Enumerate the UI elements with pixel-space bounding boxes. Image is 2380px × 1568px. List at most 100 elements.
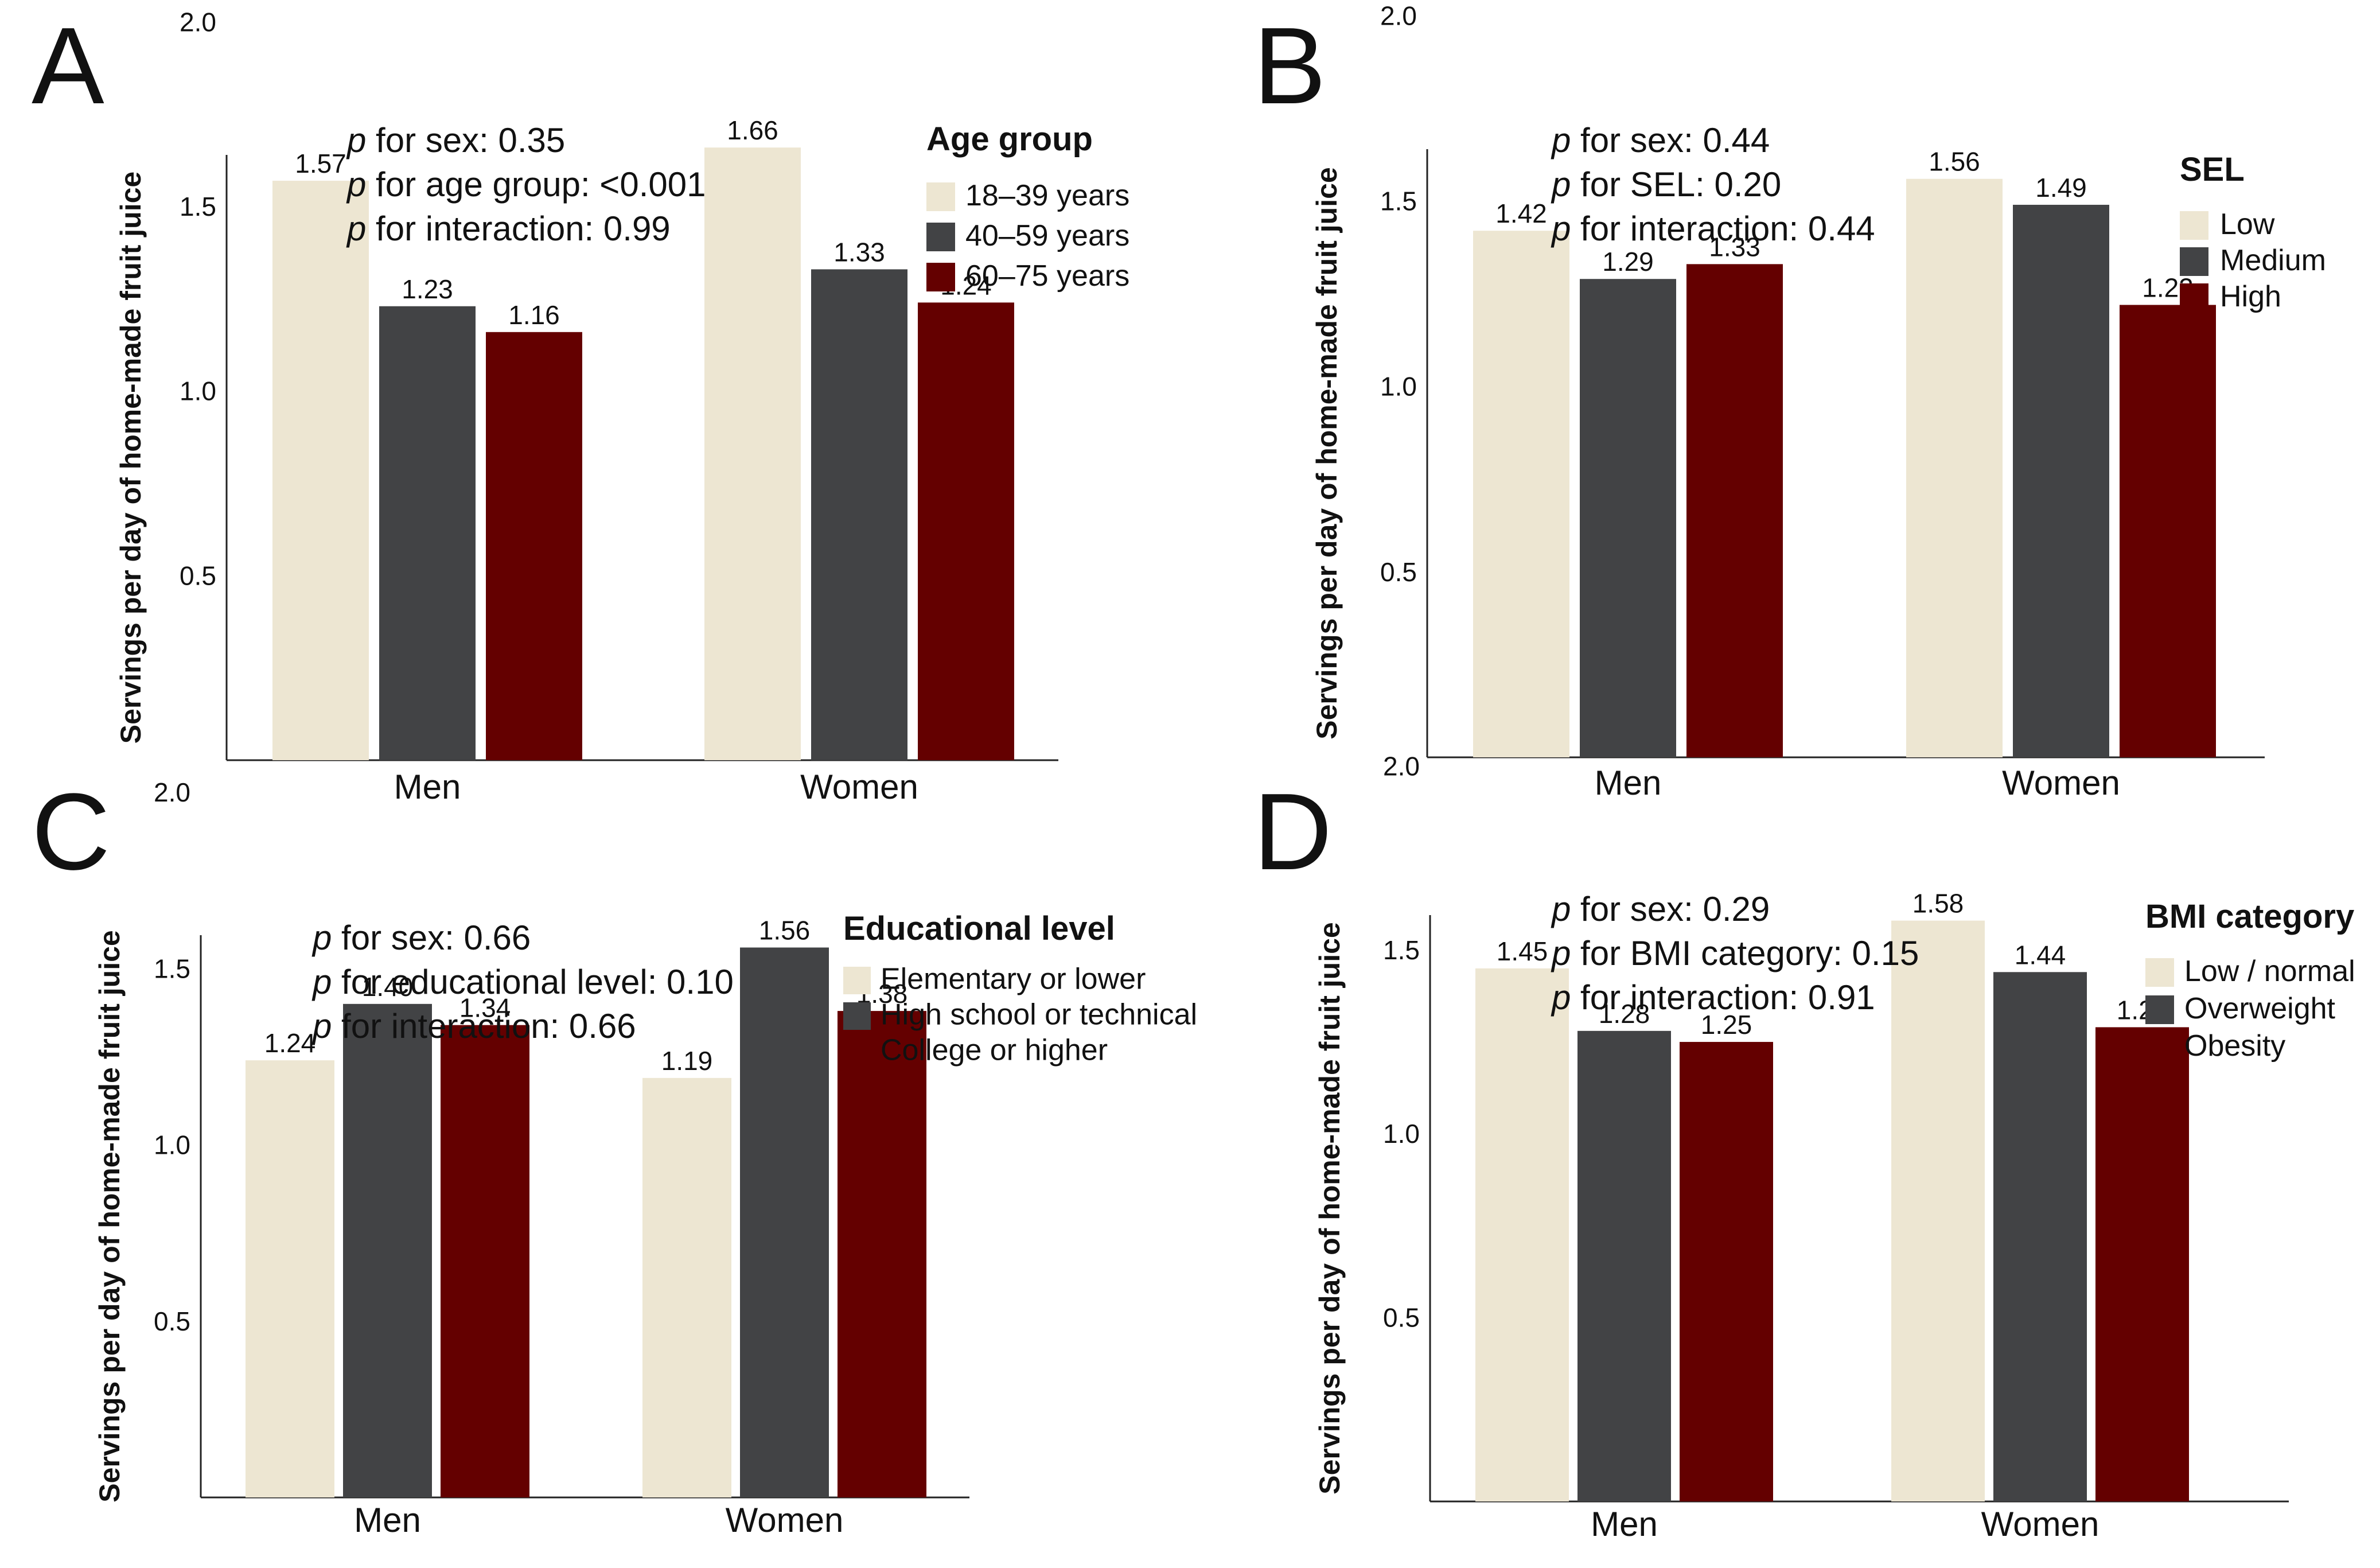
panel-letter: A — [32, 5, 104, 127]
bar-women-1 — [1891, 920, 1985, 1501]
y-tick-label: 0.5 — [154, 1306, 190, 1336]
data-label: 1.56 — [1929, 147, 1980, 177]
y-tick-label: 1.5 — [1380, 186, 1417, 216]
y-tick-label: 1.0 — [1380, 372, 1417, 402]
legend-swatch — [843, 1002, 871, 1030]
legend-swatch — [843, 967, 871, 994]
x-category-label: Women — [2002, 764, 2120, 802]
y-tick-label: 0.5 — [1380, 557, 1417, 587]
legend-swatch — [843, 1038, 871, 1065]
bar-men-2 — [343, 1003, 432, 1497]
data-label: 1.33 — [833, 237, 885, 267]
p-value-annotation: p for interaction: 0.44 — [1551, 209, 1875, 248]
data-label: 1.40 — [362, 972, 414, 1002]
bar-women-2 — [740, 947, 829, 1497]
bar-women-1 — [1906, 178, 2003, 758]
panel-c: C 0.5 1.0 1.5 2.0 Servings per day of home-ma… — [32, 771, 1197, 1539]
bar-women-3 — [838, 1011, 926, 1497]
panel-letter: B — [1253, 5, 1326, 127]
data-label: 1.34 — [459, 993, 511, 1023]
data-label: 1.57 — [295, 149, 346, 178]
panel-a: A 0.5 1.0 1.5 2.0 Servings per day of home-ma… — [32, 5, 1129, 806]
y-tick-label: 1.5 — [180, 192, 216, 221]
x-category-label: Women — [1981, 1505, 2099, 1543]
x-category-label: Men — [394, 768, 461, 806]
data-label: 1.66 — [727, 115, 778, 145]
y-tick-label: 2.0 — [154, 777, 190, 807]
bar-men-1 — [1475, 968, 1569, 1501]
p-value-annotation: p for educational level: 0.10 — [311, 963, 734, 1001]
y-tick-label: 0.5 — [180, 561, 216, 590]
legend-entry: College or higher — [881, 1033, 1108, 1067]
p-value-annotation: p for BMI category: 0.15 — [1551, 934, 1919, 972]
legend-entry: High — [2220, 280, 2281, 313]
bar-women-3 — [918, 302, 1014, 760]
p-value-annotation: p for sex: 0.35 — [346, 121, 565, 159]
bar-men-2 — [1580, 279, 1676, 758]
x-category-label: Men — [1591, 1505, 1658, 1543]
legend-title: SEL — [2180, 151, 2245, 188]
x-category-label: Men — [1595, 764, 1662, 802]
bar-men-3 — [1680, 1042, 1773, 1501]
legend-title: Age group — [926, 120, 1093, 158]
legend-swatch — [926, 182, 955, 211]
bar-men-3 — [441, 1025, 529, 1497]
data-label: 1.23 — [402, 274, 453, 304]
data-label: 1.49 — [2035, 173, 2087, 203]
legend-swatch — [2180, 247, 2208, 276]
p-value-annotation: p for SEL: 0.20 — [1551, 165, 1781, 204]
p-value-annotation: p for age group: <0.001 — [346, 165, 706, 204]
legend-entry: 60–75 years — [965, 259, 1129, 293]
y-tick-label: 1.5 — [1383, 935, 1420, 965]
x-category-label: Women — [800, 768, 918, 806]
panel-letter: D — [1253, 771, 1332, 893]
legend-swatch — [2180, 211, 2208, 240]
data-label: 1.28 — [1599, 999, 1650, 1029]
legend-entry: Obesity — [2184, 1029, 2285, 1063]
panel-d: D 0.5 1.0 1.5 2.0 Servings per day of home-ma… — [1253, 751, 2355, 1543]
y-axis-title: Servings per day of home-made fruit juic… — [1314, 922, 1346, 1494]
legend-entry: Low / normal — [2184, 955, 2355, 988]
y-tick-label: 1.5 — [154, 954, 190, 983]
p-value-annotation: p for sex: 0.44 — [1551, 121, 1770, 159]
x-category-label: Women — [726, 1501, 844, 1539]
y-axis-title: Servings per day of home-made fruit juic… — [1311, 167, 1343, 739]
bar-women-3 — [2120, 305, 2216, 757]
p-value-annotation: p for interaction: 0.66 — [311, 1007, 636, 1045]
y-axis-title: Servings per day of home-made fruit juic… — [94, 930, 126, 1502]
bar-men-3 — [1686, 264, 1783, 757]
bar-men-2 — [379, 306, 476, 760]
data-label: 1.19 — [661, 1046, 713, 1076]
legend-entry: Low — [2220, 208, 2275, 241]
p-value-annotation: p for interaction: 0.91 — [1551, 978, 1875, 1017]
legend-entry: Medium — [2220, 244, 2326, 277]
bar-women-2 — [811, 269, 907, 760]
bar-men-1 — [246, 1060, 334, 1497]
y-tick-label: 1.0 — [154, 1130, 190, 1160]
x-category-label: Men — [354, 1501, 421, 1539]
legend-swatch — [926, 263, 955, 291]
data-label: 1.42 — [1495, 199, 1547, 228]
legend-entry: 40–59 years — [965, 219, 1129, 252]
p-value-annotation: p for sex: 0.29 — [1551, 890, 1770, 928]
bar-men-1 — [272, 181, 369, 760]
data-label: 1.25 — [1701, 1010, 1752, 1040]
legend-entry: 18–39 years — [965, 179, 1129, 212]
p-value-annotation: p for interaction: 0.99 — [346, 209, 671, 248]
legend-entry: Overweight — [2184, 992, 2336, 1025]
data-label: 1.45 — [1497, 936, 1548, 966]
y-tick-label: 1.0 — [1383, 1119, 1420, 1149]
bar-women-2 — [2013, 204, 2109, 757]
bar-women-3 — [2095, 1027, 2189, 1501]
data-label: 1.29 — [1602, 247, 1654, 277]
legend-swatch — [2145, 958, 2174, 987]
bar-women-2 — [1993, 972, 2087, 1501]
y-tick-label: 0.5 — [1383, 1303, 1420, 1333]
panel-letter: C — [32, 771, 110, 893]
data-label: 1.58 — [1912, 889, 1964, 919]
panel-b: B 0.5 1.0 1.5 2.0 Servings per day of home-ma… — [1253, 1, 2326, 802]
bar-women-1 — [704, 147, 801, 760]
bar-men-2 — [1577, 1030, 1671, 1501]
legend-entry: Elementary or lower — [881, 962, 1146, 995]
